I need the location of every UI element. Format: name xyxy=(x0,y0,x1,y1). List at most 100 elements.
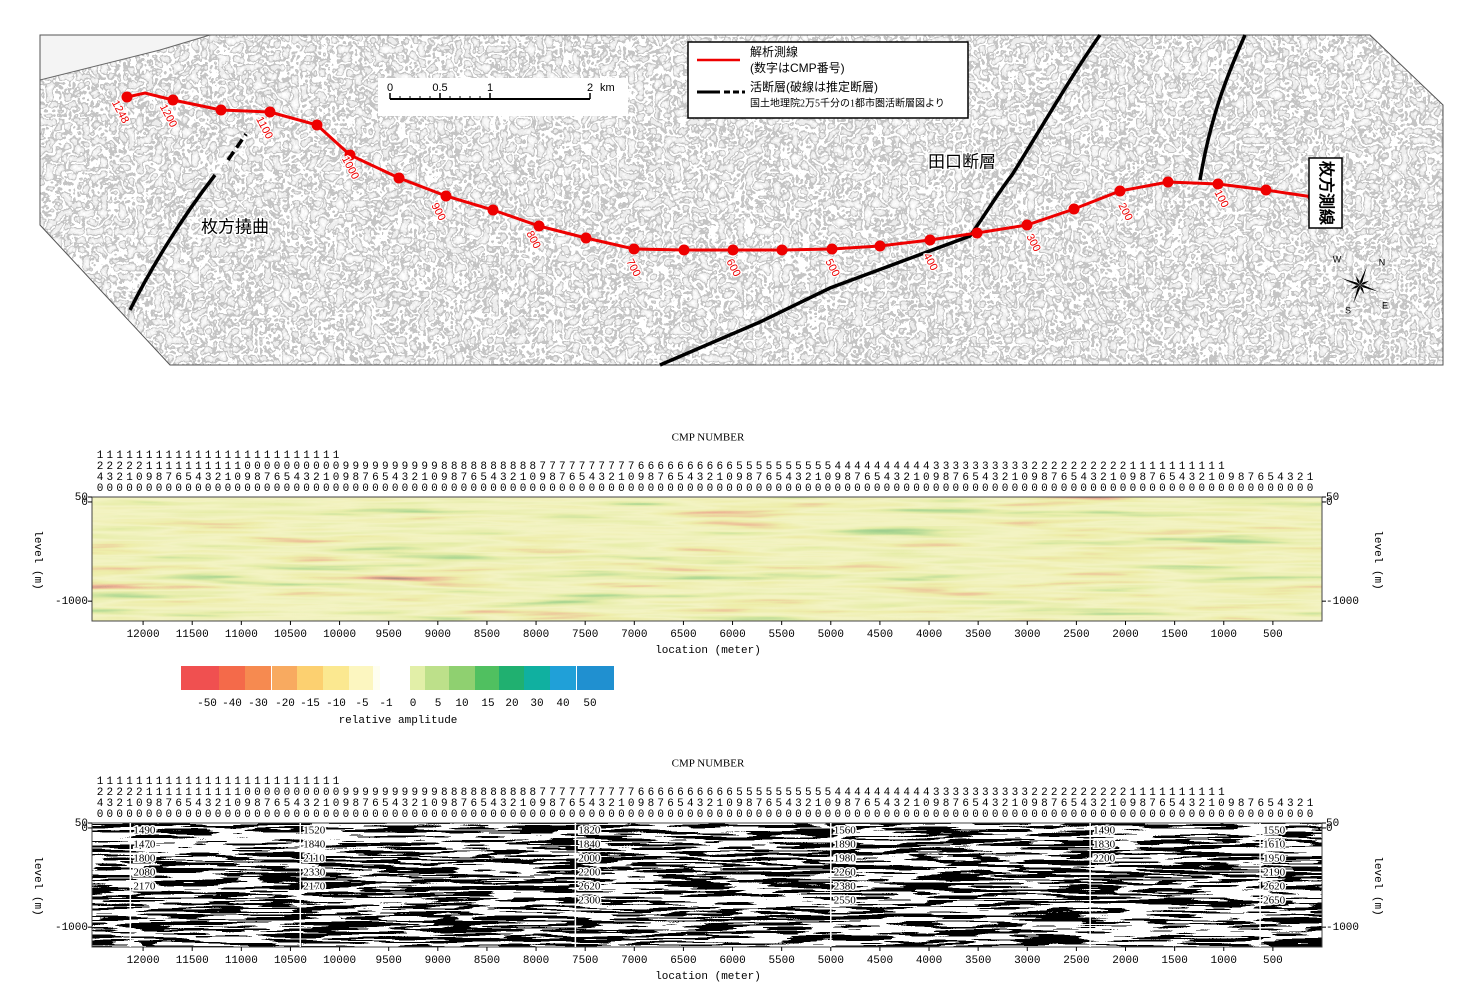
cmp-digit: 9 xyxy=(933,472,940,484)
survey-point xyxy=(393,172,405,184)
cmp-digit: 0 xyxy=(234,809,241,821)
cmp-digit: 2 xyxy=(136,787,143,799)
cmp-digit: 1 xyxy=(618,798,625,810)
cmp-digit: 0 xyxy=(146,483,153,495)
colorbar-tick-label: 40 xyxy=(556,698,569,710)
cmp-digit: 0 xyxy=(992,483,999,495)
cmp-digit: 4 xyxy=(293,798,300,810)
cmp-digit: 0 xyxy=(372,809,379,821)
cmp-digit: 6 xyxy=(175,798,182,810)
y-tick-label: 50 xyxy=(1326,492,1339,504)
y-tick-label: 0 xyxy=(1326,823,1333,835)
x-tick-label: 5500 xyxy=(768,629,794,641)
cmp-digit: 0 xyxy=(844,483,851,495)
cmp-digit: 0 xyxy=(628,483,635,495)
cmp-digit: 0 xyxy=(874,809,881,821)
x-tick-label: 6000 xyxy=(719,955,745,967)
cmp-digit: 0 xyxy=(825,472,832,484)
x-tick-label: 6500 xyxy=(670,955,696,967)
cmp-digit: 0 xyxy=(746,809,753,821)
cmp-digit: 1 xyxy=(175,776,182,788)
cmp-digit: 3 xyxy=(982,787,989,799)
cmp-digit: 4 xyxy=(884,798,891,810)
cmp-digit: 1 xyxy=(166,776,173,788)
cmp-digit: 1 xyxy=(195,776,202,788)
cmp-digit: 0 xyxy=(234,483,241,495)
cmp-digit: 1 xyxy=(520,798,527,810)
cmp-digit: 8 xyxy=(352,472,359,484)
cmp-digit: 7 xyxy=(1051,472,1058,484)
cmp-digit: 0 xyxy=(923,483,930,495)
colorbar-label: relative amplitude xyxy=(339,715,458,727)
cmp-digit: 0 xyxy=(815,809,822,821)
cmp-digit: 0 xyxy=(264,809,271,821)
cmp-digit: 2 xyxy=(1100,798,1107,810)
y-tick-label: 0 xyxy=(81,823,88,835)
cmp-digit: 5 xyxy=(1267,798,1274,810)
cmp-digit: 6 xyxy=(667,798,674,810)
cmp-digit: 0 xyxy=(795,809,802,821)
cmp-digit: 0 xyxy=(116,483,123,495)
y-tick-label: 50 xyxy=(75,492,88,504)
cmp-digit: 0 xyxy=(579,809,586,821)
cmp-digit: 0 xyxy=(530,809,537,821)
cmp-digit: 1 xyxy=(323,450,330,462)
cmp-digit: 0 xyxy=(1159,483,1166,495)
cmp-digit: 7 xyxy=(756,472,763,484)
cmp-digit: 1 xyxy=(274,776,281,788)
cmp-digit: 2 xyxy=(1051,461,1058,473)
cmp-digit: 2 xyxy=(1100,787,1107,799)
cmp-digit: 0 xyxy=(962,483,969,495)
cmp-digit: 6 xyxy=(716,461,723,473)
cmp-digit: 4 xyxy=(894,787,901,799)
cmp-digit: 5 xyxy=(815,461,822,473)
cmp-digit: 0 xyxy=(628,472,635,484)
cmp-digit: 3 xyxy=(205,472,212,484)
cmp-digit: 8 xyxy=(510,461,517,473)
cmp-digit: 8 xyxy=(1041,798,1048,810)
cmp-digit: 0 xyxy=(333,483,340,495)
cmp-digit: 0 xyxy=(195,809,202,821)
velocity-label: 2000 xyxy=(578,853,601,865)
cmp-digit: 0 xyxy=(854,483,861,495)
cmp-digit: 0 xyxy=(618,809,625,821)
compass-letter: E xyxy=(1382,300,1388,310)
cmp-digit: 2 xyxy=(1061,787,1068,799)
colorbar-swatch xyxy=(272,666,298,690)
x-tick-label: 2500 xyxy=(1063,955,1089,967)
cmp-digit: 0 xyxy=(726,472,733,484)
cmp-digit: 0 xyxy=(756,809,763,821)
cmp-digit: 7 xyxy=(559,461,566,473)
cmp-digit: 8 xyxy=(1139,472,1146,484)
cmp-digit: 5 xyxy=(775,472,782,484)
cmp-digit: 4 xyxy=(894,461,901,473)
cmp-digit: 2 xyxy=(136,461,143,473)
cmp-digit: 5 xyxy=(756,461,763,473)
cmp-digit: 1 xyxy=(1218,461,1225,473)
